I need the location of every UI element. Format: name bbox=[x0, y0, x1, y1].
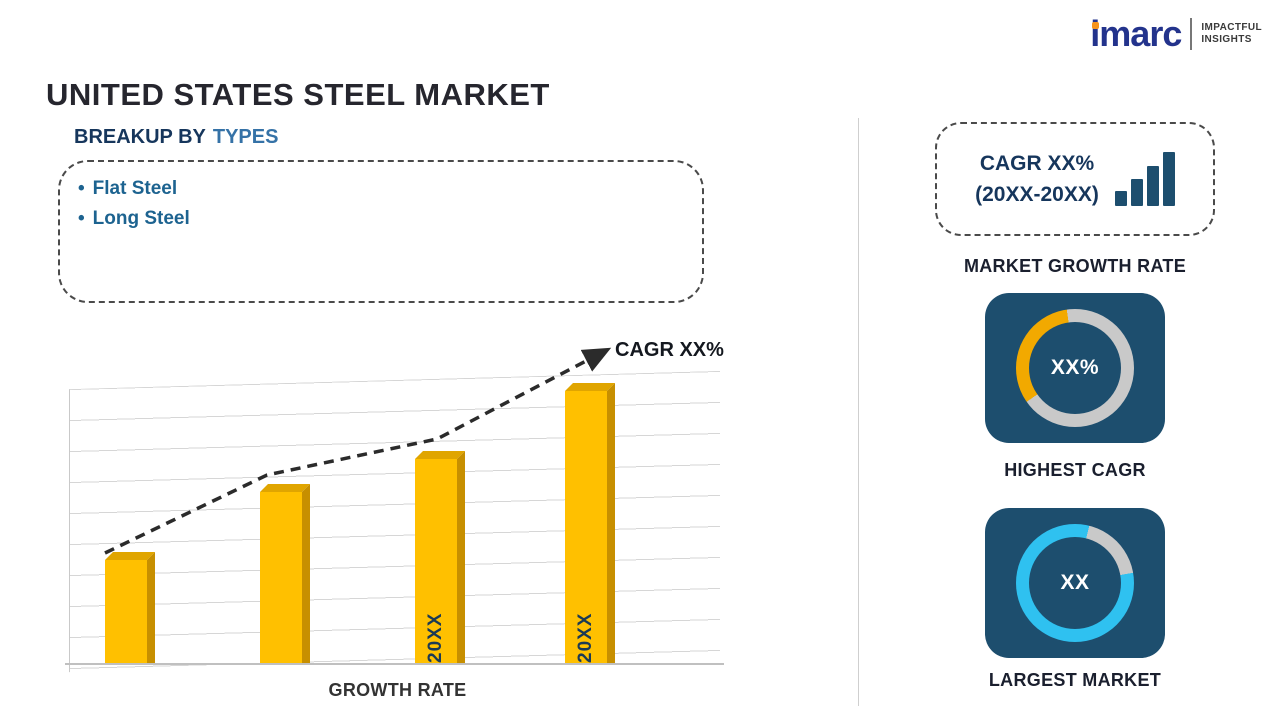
list-item-label: Long Steel bbox=[92, 208, 190, 230]
market-growth-rate-box: CAGR XX% (20XX-20XX) bbox=[935, 122, 1215, 236]
breakup-heading-highlight: TYPES bbox=[212, 126, 279, 148]
cagr-text: CAGR XX% (20XX-20XX) bbox=[975, 148, 1099, 211]
highest-cagr-card: XX% bbox=[985, 293, 1165, 443]
largest-market-value: XX bbox=[1060, 571, 1090, 594]
logo-tagline-line1: IMPACTFUL bbox=[1201, 21, 1262, 33]
cagr-line1: CAGR XX% bbox=[979, 151, 1095, 175]
breakup-types-list: Flat Steel Long Steel bbox=[78, 174, 684, 235]
logo-tagline-line2: INSIGHTS bbox=[1201, 34, 1252, 45]
market-growth-rate-label: MARKET GROWTH RATE bbox=[963, 256, 1187, 276]
highest-cagr-value: XX% bbox=[1050, 356, 1100, 379]
chart-baseline bbox=[65, 663, 724, 665]
bar: 20XX bbox=[565, 391, 607, 663]
donut-chart-largest-market: XX bbox=[1016, 524, 1134, 642]
bar-label: 20XX bbox=[575, 612, 596, 663]
logo-divider bbox=[1190, 18, 1193, 50]
list-item-label: Flat Steel bbox=[92, 178, 178, 199]
bar bbox=[105, 560, 147, 663]
ascending-bar-chart-icon bbox=[1114, 152, 1175, 206]
imarc-logo: imarc IMPACTFUL INSIGHTS bbox=[1090, 16, 1262, 52]
breakup-heading-prefix: BREAKUP BY bbox=[74, 126, 206, 148]
breakup-types-box: Flat Steel Long Steel bbox=[58, 160, 704, 303]
page-title: UNITED STATES STEEL MARKET bbox=[46, 76, 550, 112]
growth-rate-bar-chart: 20XX 20XX CAGR XX% GROWTH RATE bbox=[65, 335, 730, 700]
largest-market-label: LARGEST MARKET bbox=[988, 670, 1162, 690]
chart-x-axis-label: GROWTH RATE bbox=[328, 680, 467, 700]
bar bbox=[260, 492, 302, 663]
section-divider bbox=[858, 118, 859, 706]
bar: 20XX bbox=[415, 459, 457, 663]
cagr-line2: (20XX-20XX) bbox=[975, 183, 1099, 206]
breakup-heading: BREAKUP BY TYPES bbox=[74, 126, 278, 149]
highest-cagr-label: HIGHEST CAGR bbox=[1004, 460, 1146, 480]
bar-label: 20XX bbox=[425, 612, 446, 663]
donut-chart-highest-cagr: XX% bbox=[1016, 309, 1134, 427]
list-item: Flat Steel bbox=[78, 174, 684, 204]
logo-orange-dot-icon bbox=[1092, 22, 1100, 29]
logo-tagline: IMPACTFUL INSIGHTS bbox=[1201, 22, 1262, 47]
chart-gridlines bbox=[69, 370, 720, 673]
largest-market-card: XX bbox=[985, 508, 1165, 658]
list-item: Long Steel bbox=[78, 204, 684, 234]
imarc-logo-wordmark: imarc bbox=[1090, 13, 1182, 54]
cagr-trend-label: CAGR XX% bbox=[615, 339, 724, 361]
